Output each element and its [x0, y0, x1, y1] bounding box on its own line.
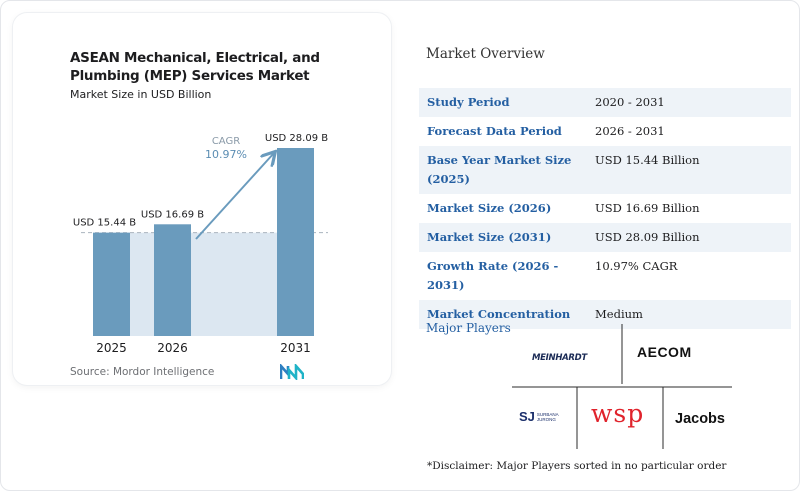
surbana-line2: JURONG	[536, 416, 556, 422]
source-note: Source: Mordor Intelligence	[70, 366, 215, 378]
market-overview-table: Study Period 2020 - 2031 Forecast Data P…	[419, 88, 791, 329]
row-value: USD 28.09 Billion	[587, 223, 791, 252]
row-value: Medium	[587, 300, 791, 329]
market-overview-title: Market Overview	[426, 46, 545, 62]
table-row: Market Concentration Medium	[419, 300, 791, 329]
surbana-line1: SURBANA	[536, 411, 559, 417]
bar-chart: USD 15.44 B 2025 USD 16.69 B 2026 USD 28.09 …	[73, 133, 328, 355]
row-value: USD 15.44 Billion	[587, 146, 791, 194]
table-row: Forecast Data Period 2026 - 2031	[419, 117, 791, 146]
surbana-jurong-logo: SJ SURBANA JURONG	[519, 409, 559, 424]
x-tick-label: 2026	[157, 341, 188, 355]
table-row: Market Size (2026) USD 16.69 Billion	[419, 194, 791, 223]
row-label: Growth Rate (2026 - 2031)	[427, 259, 559, 292]
bar-value-label: USD 15.44 B	[73, 218, 136, 229]
cagr-value: 10.97%	[205, 148, 247, 161]
cagr-label: CAGR	[212, 136, 240, 147]
row-value: 2020 - 2031	[587, 88, 791, 117]
bar-2026	[154, 224, 191, 336]
row-label: Forecast Data Period	[427, 124, 562, 138]
mordor-intelligence-logo-icon	[280, 364, 304, 380]
meinhardt-logo: MEINHARDT	[532, 347, 587, 365]
chart-subtitle: Market Size in USD Billion	[70, 88, 212, 101]
row-value: 2026 - 2031	[595, 124, 665, 138]
bar-2031	[277, 148, 314, 336]
row-value: USD 16.69 Billion	[595, 201, 700, 215]
jacobs-logo: Jacobs	[675, 410, 725, 428]
table-row: Market Size (2031) USD 28.09 Billion	[419, 223, 791, 252]
bar-value-label: USD 28.09 B	[265, 133, 328, 144]
row-label: Market Size (2026)	[427, 201, 552, 215]
surbana-jurong-mark: SJ	[519, 409, 535, 424]
chart-title: ASEAN Mechanical, Electrical, and Plumbi…	[70, 50, 320, 84]
jacobs-logo-text: Jacobs	[675, 411, 725, 427]
row-label: Market Concentration	[419, 300, 587, 329]
x-tick-label: 2031	[280, 341, 311, 355]
table-row: Study Period 2020 - 2031	[419, 88, 791, 117]
aecom-logo: AECOM	[637, 344, 692, 362]
row-label: Market Size (2031)	[419, 223, 587, 252]
row-label: Base Year Market Size (2025)	[419, 146, 587, 194]
x-tick-label: 2025	[96, 341, 127, 355]
row-value: 10.97% CAGR	[595, 259, 678, 273]
bar-2025	[93, 232, 130, 336]
meinhardt-logo-text: MEINHARDT	[532, 353, 587, 363]
disclaimer-note: *Disclaimer: Major Players sorted in no …	[427, 460, 727, 472]
row-label: Study Period	[419, 88, 587, 117]
table-row: Growth Rate (2026 - 2031) 10.97% CAGR	[419, 252, 791, 300]
bar-value-label: USD 16.69 B	[141, 209, 204, 220]
wsp-logo-text: wsp	[591, 399, 645, 428]
wsp-logo: wsp	[591, 399, 644, 428]
aecom-logo-text: AECOM	[637, 344, 692, 360]
major-players-title: Major Players	[426, 321, 511, 335]
surbana-jurong-wordmark: SURBANA JURONG	[537, 412, 559, 422]
cagr-arrow	[195, 153, 274, 240]
table-row: Base Year Market Size (2025) USD 15.44 B…	[419, 146, 791, 194]
